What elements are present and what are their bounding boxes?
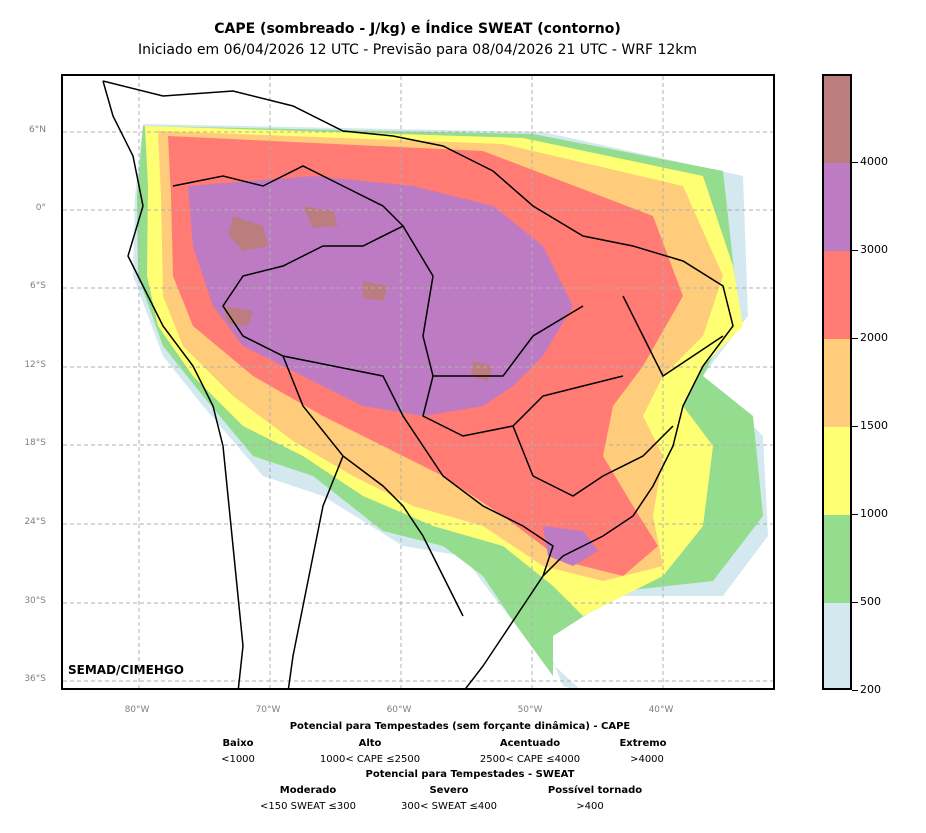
lat-label-0: 0°	[35, 203, 46, 213]
lat-label-18s: 18°S	[24, 438, 46, 448]
cape-level-label: Acentuado	[499, 738, 561, 749]
cape-level-range: 2500< CAPE ≤4000	[479, 754, 581, 765]
bolivia-paraguay-border	[282, 355, 464, 617]
sweat-level-range: <150 SWEAT ≤300	[259, 801, 356, 812]
colorbar-tick-label: 1000	[860, 507, 888, 520]
lat-label-30s: 30°S	[24, 596, 46, 606]
credit-label: SEMAD/CIMEHGO	[68, 663, 184, 677]
argentina-border	[287, 455, 344, 688]
lat-label-6n: 6°N	[29, 125, 46, 135]
cape-shading	[133, 124, 768, 688]
sweat-legend-title: Potencial para Tempestades - SWEAT	[365, 769, 575, 780]
lon-label-40w: 40°W	[648, 705, 674, 715]
cape-over-4000-d	[223, 306, 253, 326]
colorbar-segment-over-4000	[824, 76, 850, 163]
cape-level-range: >4000	[630, 754, 664, 765]
cape-level-label: Baixo	[222, 738, 254, 749]
lon-label-50w: 50°W	[517, 705, 543, 715]
cape-over-4000-b	[303, 206, 338, 228]
colorbar-segment-200-500	[824, 603, 850, 688]
pacific-coastline	[102, 80, 244, 688]
sweat-level-label: Severo	[429, 785, 469, 796]
cape-over-4000-a	[228, 216, 268, 251]
colorbar-segment-2000-3000	[824, 251, 850, 339]
colorbar-tick-label: 500	[860, 595, 881, 608]
sweat-level-range: >400	[576, 801, 604, 812]
lon-label-60w: 60°W	[386, 705, 412, 715]
map-canvas	[63, 76, 773, 688]
colorbar-tickmark	[852, 162, 858, 163]
south-america-coastline	[102, 80, 734, 688]
lon-label-70w: 70°W	[255, 705, 281, 715]
colorbar-tick-label: 4000	[860, 155, 888, 168]
state-borders-d	[622, 295, 724, 378]
cape-3000-4000-south	[543, 526, 598, 566]
map-title: CAPE (sombreado - J/kg) e Índice SWEAT (…	[214, 21, 621, 37]
sweat-level-range: 300< SWEAT ≤400	[400, 801, 497, 812]
colorbar	[822, 74, 852, 690]
cape-map	[61, 74, 775, 690]
colorbar-segment-1500-2000	[824, 339, 850, 427]
colorbar-tickmark	[852, 602, 858, 603]
lon-label-80w: 80°W	[124, 705, 150, 715]
colorbar-tick-label: 2000	[860, 331, 888, 344]
colorbar-segment-3000-4000	[824, 163, 850, 251]
brazil-border	[172, 165, 554, 577]
colorbar-tickmark	[852, 690, 858, 691]
colorbar-tick-label: 1500	[860, 419, 888, 432]
colorbar-tickmark	[852, 250, 858, 251]
cape-level-label: Extremo	[619, 738, 667, 749]
colorbar-tickmark	[852, 514, 858, 515]
sweat-level-label: Possível tornado	[547, 785, 643, 796]
lat-label-12s: 12°S	[24, 360, 46, 370]
cape-over-4000-c	[363, 281, 388, 301]
cape-level-range: <1000	[221, 754, 255, 765]
lat-label-24s: 24°S	[24, 517, 46, 527]
cape-level-range: 1000< CAPE ≤2500	[319, 754, 421, 765]
colorbar-tick-label: 200	[860, 683, 881, 696]
map-gridlines	[63, 76, 773, 688]
state-borders-c	[512, 425, 674, 497]
map-borders	[102, 80, 734, 688]
map-subtitle: Iniciado em 06/04/2026 12 UTC - Previsão…	[137, 42, 698, 58]
cape-legend-title: Potencial para Tempestades (sem forçante…	[289, 721, 631, 732]
colorbar-segment-1000-1500	[824, 427, 850, 515]
lat-label-6s: 6°S	[30, 281, 46, 291]
lat-label-36s: 36°S	[24, 674, 46, 684]
colorbar-tickmark	[852, 338, 858, 339]
colorbar-tickmark	[852, 426, 858, 427]
colorbar-tick-label: 3000	[860, 243, 888, 256]
cape-level-label: Alto	[358, 738, 382, 749]
colorbar-segment-500-1000	[824, 515, 850, 603]
sweat-level-label: Moderado	[279, 785, 337, 796]
